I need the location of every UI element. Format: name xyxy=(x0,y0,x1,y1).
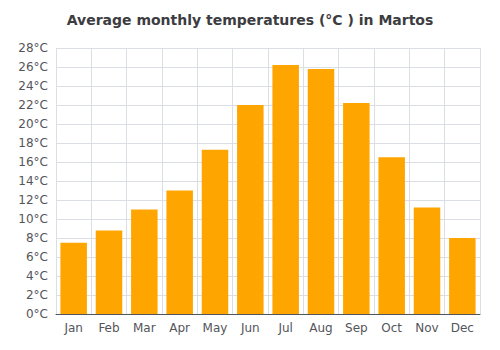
svg-text:20°C: 20°C xyxy=(18,117,48,131)
svg-text:2°C: 2°C xyxy=(26,288,48,302)
svg-text:18°C: 18°C xyxy=(18,136,48,150)
svg-text:22°C: 22°C xyxy=(18,98,48,112)
svg-text:Aug: Aug xyxy=(309,321,332,335)
svg-text:Dec: Dec xyxy=(451,321,474,335)
svg-text:Oct: Oct xyxy=(381,321,402,335)
svg-text:0°C: 0°C xyxy=(26,307,48,321)
svg-text:Sep: Sep xyxy=(345,321,368,335)
svg-text:8°C: 8°C xyxy=(26,231,48,245)
svg-text:May: May xyxy=(203,321,228,335)
svg-text:12°C: 12°C xyxy=(18,193,48,207)
svg-text:Nov: Nov xyxy=(415,321,438,335)
svg-text:28°C: 28°C xyxy=(18,41,48,55)
svg-text:Feb: Feb xyxy=(98,321,119,335)
svg-text:Apr: Apr xyxy=(169,321,190,335)
svg-text:Jan: Jan xyxy=(63,321,83,335)
svg-text:4°C: 4°C xyxy=(26,269,48,283)
svg-text:24°C: 24°C xyxy=(18,79,48,93)
svg-text:10°C: 10°C xyxy=(18,212,48,226)
svg-text:Average monthly temperatures (: Average monthly temperatures (°C ) in Ma… xyxy=(67,12,434,28)
svg-text:Mar: Mar xyxy=(133,321,156,335)
svg-text:Jun: Jun xyxy=(240,321,260,335)
svg-text:16°C: 16°C xyxy=(18,155,48,169)
svg-text:Jul: Jul xyxy=(277,321,292,335)
svg-text:26°C: 26°C xyxy=(18,60,48,74)
svg-text:6°C: 6°C xyxy=(26,250,48,264)
svg-text:14°C: 14°C xyxy=(18,174,48,188)
